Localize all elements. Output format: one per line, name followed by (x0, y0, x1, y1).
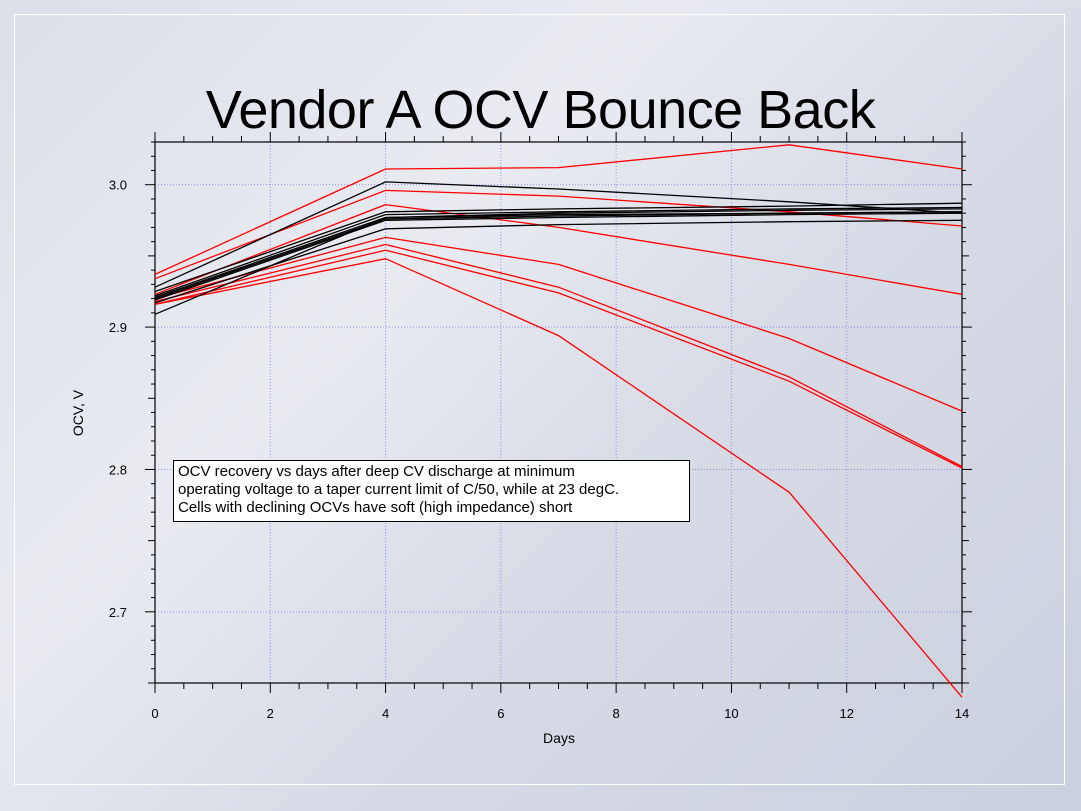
declining-cell-line (154, 189, 963, 280)
x-axis-title: Days (543, 730, 575, 746)
y-axis-title: OCV, V (70, 389, 86, 436)
y-tick-label: 2.8 (109, 462, 127, 477)
x-tick-label: 10 (724, 706, 738, 721)
declining-cell-line (154, 203, 963, 295)
y-tick-label: 2.9 (109, 320, 127, 335)
declining-cell-line (154, 258, 963, 698)
chart-grid (155, 142, 962, 683)
x-tick-label: 12 (839, 706, 853, 721)
declining-cell-line (154, 249, 963, 469)
stable-cell-line (154, 208, 963, 298)
annotation-line-3: Cells with declining OCVs have soft (hig… (178, 499, 573, 516)
declining-cell-line (154, 144, 963, 275)
stable-cell-line (154, 219, 963, 304)
declining-cell-line (154, 243, 963, 468)
x-tick-label: 8 (613, 706, 620, 721)
y-tick-label: 3.0 (109, 178, 127, 193)
series-lines (154, 144, 963, 698)
axis-ticks (145, 132, 972, 693)
annotation-line-2: operating voltage to a taper current lim… (178, 481, 620, 498)
plot-border (154, 141, 963, 684)
annotation-box: OCV recovery vs days after deep CV disch… (173, 460, 690, 522)
x-tick-label: 6 (497, 706, 504, 721)
stable-cell-line (154, 211, 963, 315)
x-tick-label: 0 (151, 706, 158, 721)
slide-frame (14, 14, 1065, 785)
plot-frame (154, 141, 963, 684)
y-tick-label: 2.7 (109, 605, 127, 620)
annotation-line-1: OCV recovery vs days after deep CV disch… (178, 463, 575, 480)
slide-title: Vendor A OCV Bounce Back (205, 80, 876, 140)
x-tick-label: 4 (382, 706, 389, 721)
tick-labels: 0 2 4 6 8 10 12 14 2.7 2.8 2.9 3.0 (109, 178, 969, 721)
declining-cell-line (154, 236, 963, 412)
x-tick-label: 14 (955, 706, 969, 721)
stable-cell-line (154, 212, 963, 301)
x-tick-label: 2 (267, 706, 274, 721)
stable-cell-line (154, 206, 963, 297)
stable-cell-line (154, 202, 963, 293)
